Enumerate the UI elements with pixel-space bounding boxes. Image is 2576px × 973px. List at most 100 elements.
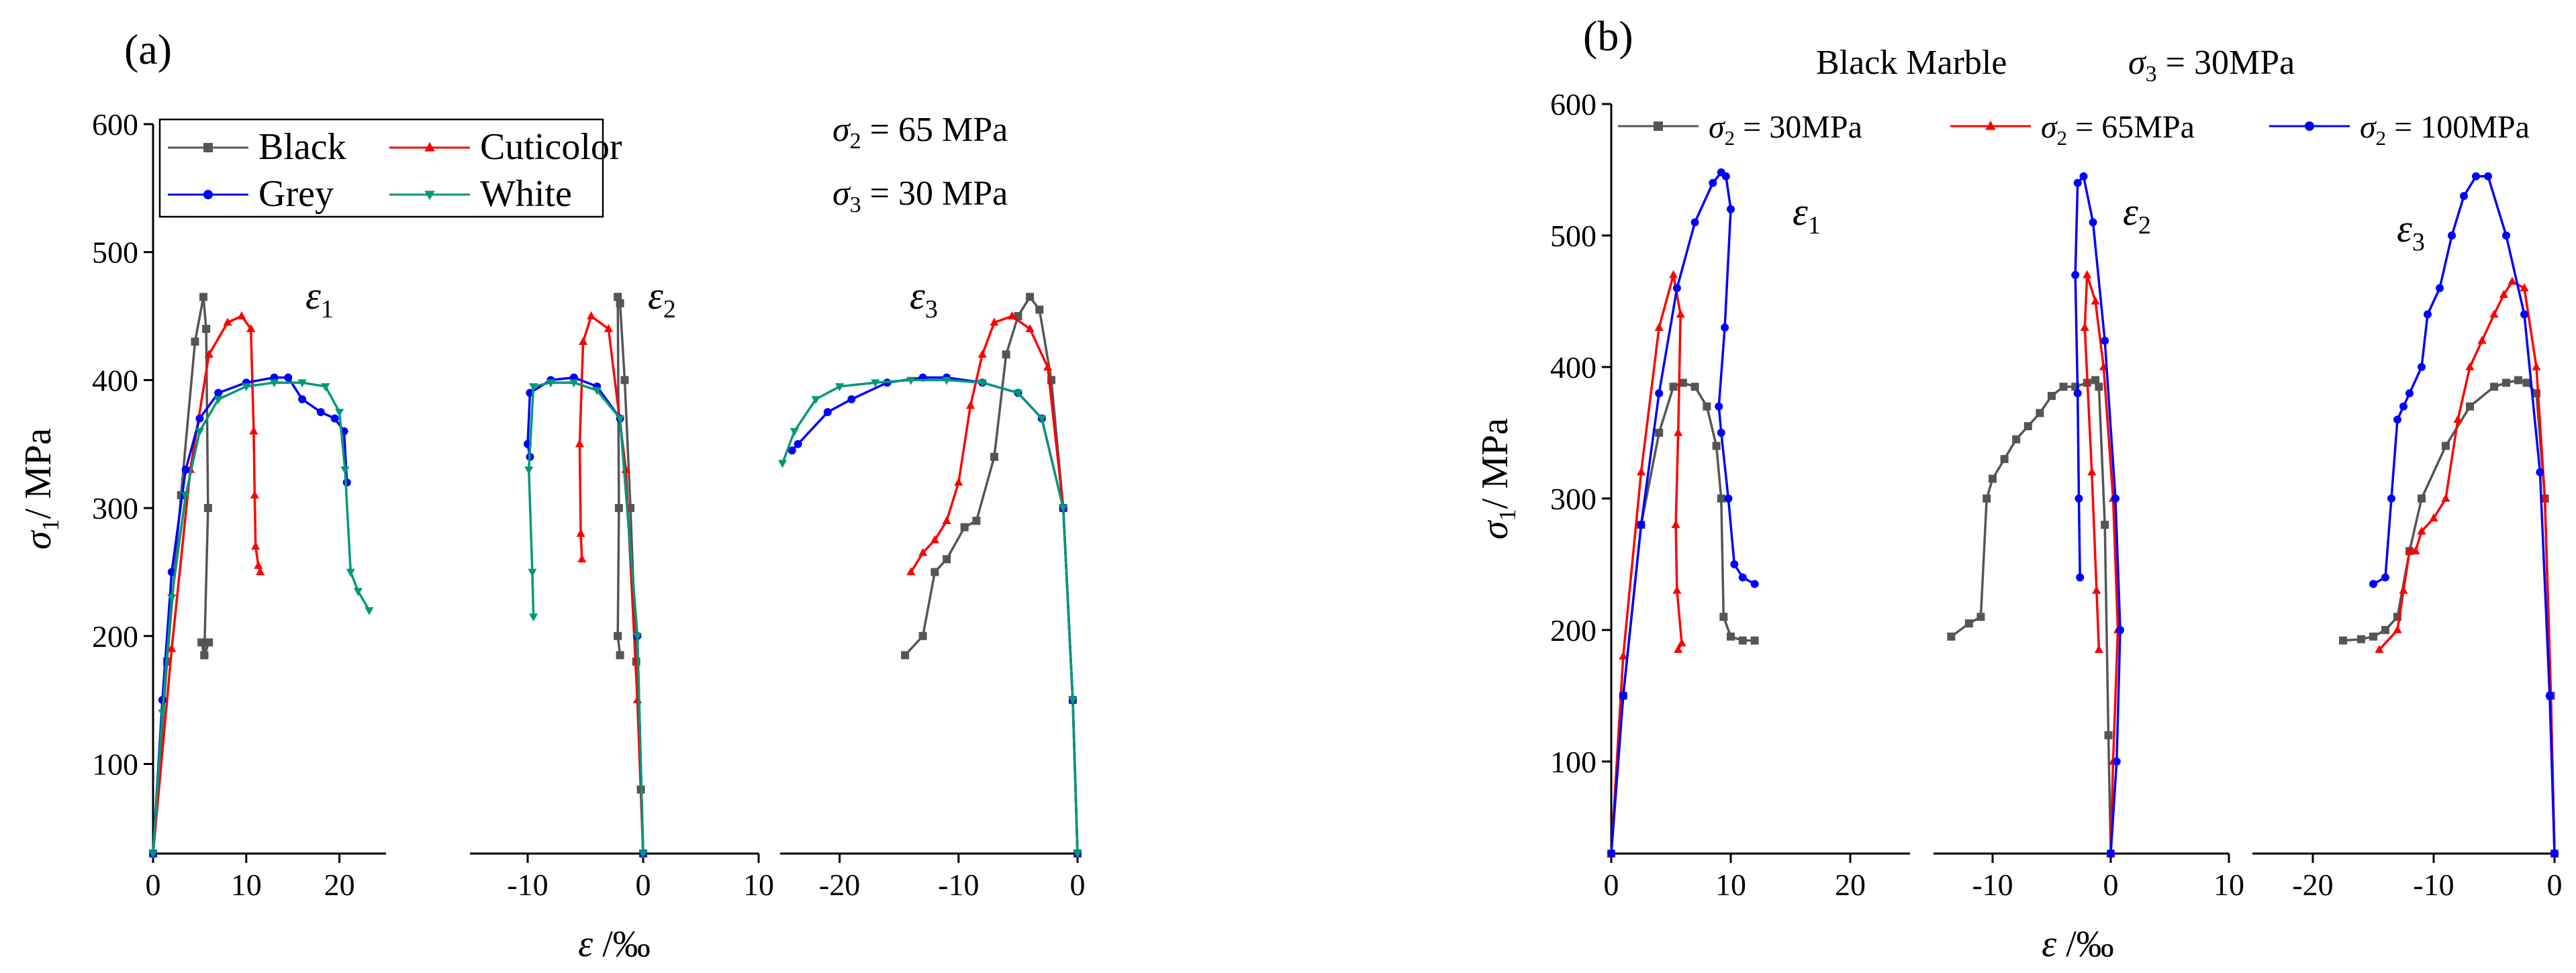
y-axis-label: σ1/ MPa [1474,418,1521,540]
data-point [2399,402,2407,411]
data-point [2393,625,2402,633]
data-point [2442,442,2450,450]
data-point [2087,467,2097,476]
legend-box [158,118,604,218]
legend-marker [203,190,213,199]
data-point [2540,493,2550,502]
data-point [2522,378,2531,387]
data-point [931,568,939,576]
data-point [346,568,355,577]
legend-marker [424,142,435,152]
series-line [791,376,1079,854]
data-point [2083,270,2092,278]
series-line [527,381,645,854]
data-point [1989,474,1997,483]
data-point [191,338,199,346]
data-point [2112,757,2121,766]
data-point [943,555,951,564]
subplot-label: ε1 [1793,190,1821,240]
data-point [2381,625,2389,634]
data-point [2424,310,2432,319]
data-point [1715,402,1723,411]
data-point [1672,585,1682,594]
data-point [242,383,251,392]
data-point [202,325,211,334]
data-point [990,452,998,461]
subplot-1: 0 10 20 ε1 [146,274,386,902]
data-point [1730,560,1739,568]
data-point [1712,442,1721,450]
data-point [2104,731,2113,739]
title-condition: σ3 = 30MPa [2128,44,2295,87]
data-point [546,379,555,388]
y-tick-label: 600 [92,107,138,142]
data-point [167,568,176,576]
legend-marker [2305,121,2314,131]
data-point [1655,428,1664,437]
data-point [2073,389,2082,398]
legend-label: White [480,173,572,215]
data-point [330,414,339,423]
series-2-30mpa [1607,378,1759,858]
data-point [1026,293,1035,301]
x-tick-label: 10 [1715,868,1746,902]
data-point [1678,378,1687,387]
data-point [237,311,246,319]
data-point [1668,270,1678,278]
y-tick-label: 200 [92,619,138,654]
data-point [529,613,538,622]
data-point [2091,296,2100,305]
data-point [794,440,802,448]
x-tick-label: -20 [2292,868,2333,902]
legend-marker [1985,120,1996,130]
data-point [1637,521,1645,529]
data-point [2080,322,2089,331]
x-tick-label: 0 [1070,868,1086,902]
legend-marker [203,143,213,152]
data-point [158,709,167,718]
series-white [148,379,374,859]
data-point [223,317,232,326]
data-point [2074,494,2083,503]
data-point [340,466,350,475]
data-point [977,379,987,388]
series-line [1610,381,1755,854]
x-axis-label: ε /‰ [2042,923,2114,965]
data-point [2550,850,2559,858]
y-tick-label: 600 [1550,87,1596,121]
data-point [1719,613,1728,621]
data-point [2339,636,2347,645]
data-point [2073,178,2082,187]
data-point [1013,389,1022,398]
data-point [1073,850,1082,859]
legend-label: σ2 = 65MPa [2041,109,2195,150]
data-point [930,535,939,544]
data-point [1068,697,1078,705]
series-line [2373,175,2556,854]
data-point [181,465,190,474]
data-point [2536,468,2544,476]
subplot-3: -20 -10 0 ε3 [777,274,1086,902]
x-tick-label: 0 [636,868,651,902]
data-point [2107,850,2115,858]
data-point [1674,427,1683,436]
data-point [1655,389,1664,398]
data-point [918,631,927,640]
data-point [1007,311,1017,319]
data-point [2405,546,2414,555]
data-point [2411,546,2420,555]
data-point [213,396,223,405]
x-tick-label: -10 [507,868,548,902]
data-point [2116,625,2125,634]
data-point [297,379,307,388]
data-point [2465,362,2475,370]
y-tick-label: 100 [1550,745,1596,779]
data-point [1750,580,1759,588]
x-tick-label: 10 [743,868,774,902]
data-point [2502,231,2510,240]
data-point [167,644,177,652]
data-point [2490,382,2498,391]
data-point [578,336,588,345]
data-point [2091,376,2100,385]
data-point [1709,178,1717,187]
